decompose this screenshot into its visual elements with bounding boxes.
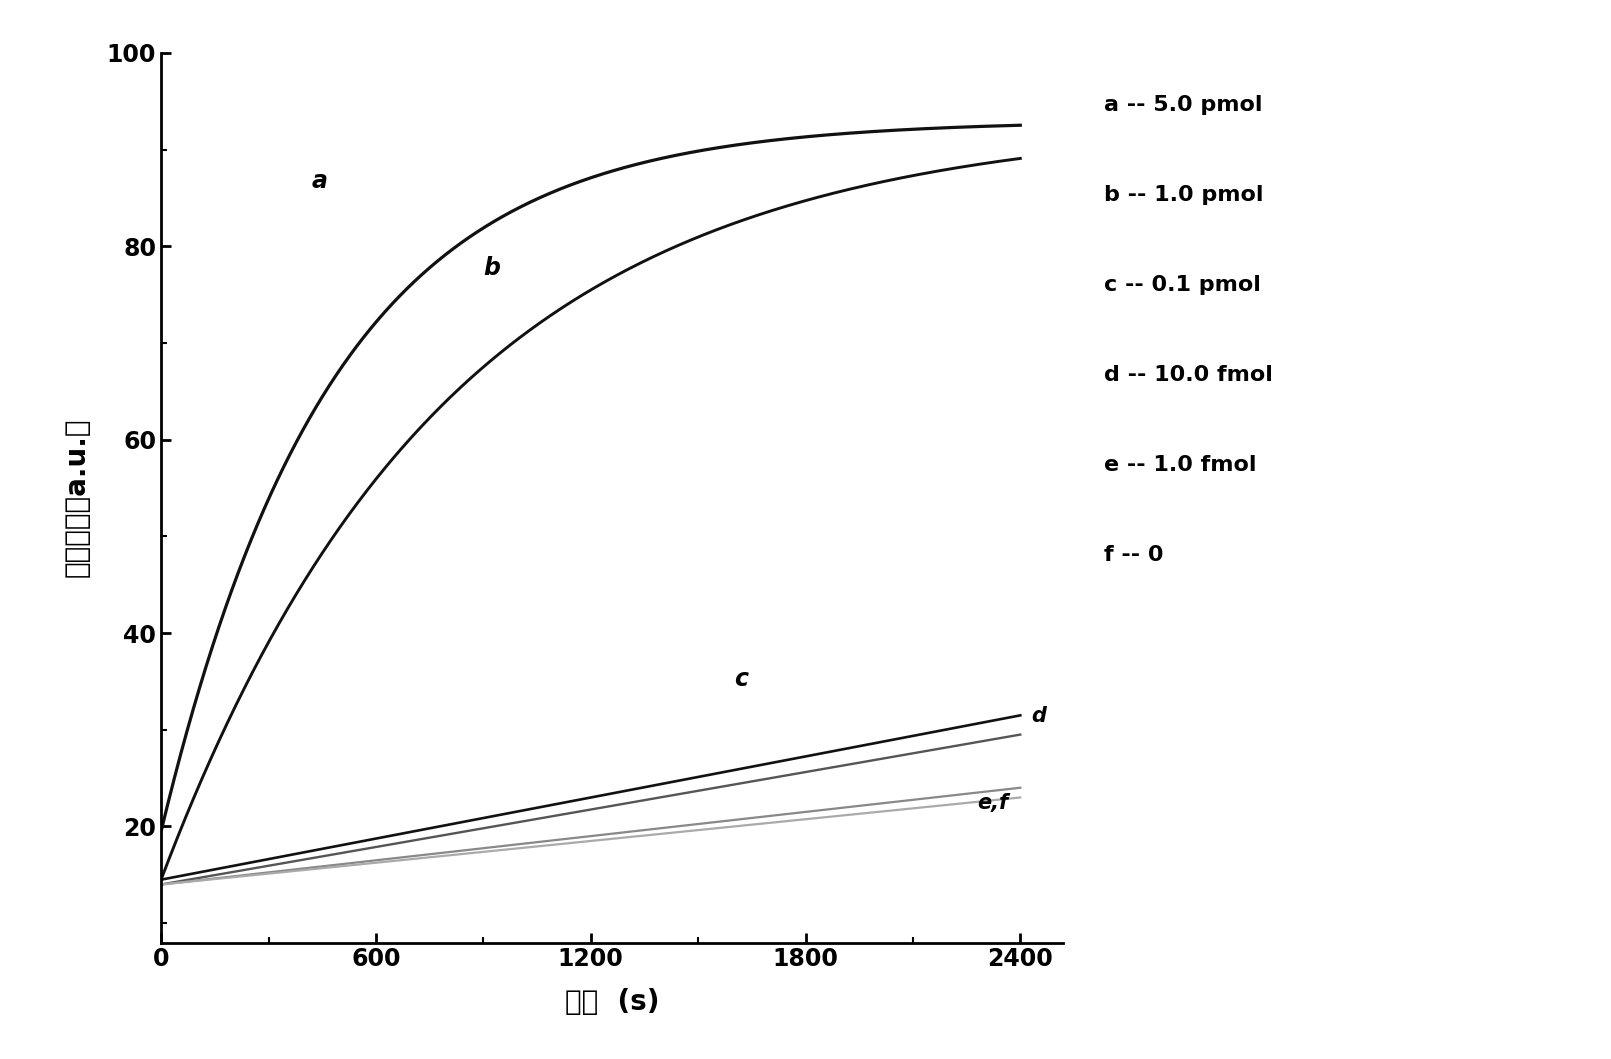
Text: d: d — [1031, 706, 1046, 726]
X-axis label: 时间  (s): 时间 (s) — [565, 988, 659, 1016]
Text: a: a — [311, 169, 327, 194]
Text: c -- 0.1 pmol: c -- 0.1 pmol — [1104, 275, 1260, 295]
Text: b: b — [483, 256, 499, 281]
Text: c: c — [735, 667, 748, 692]
Text: a -- 5.0 pmol: a -- 5.0 pmol — [1104, 95, 1261, 115]
Y-axis label: 荧光强度（a.u.）: 荧光强度（a.u.） — [63, 418, 90, 577]
Text: d -- 10.0 fmol: d -- 10.0 fmol — [1104, 365, 1273, 385]
Text: f -- 0: f -- 0 — [1104, 545, 1163, 566]
Text: e -- 1.0 fmol: e -- 1.0 fmol — [1104, 455, 1257, 475]
Text: b -- 1.0 pmol: b -- 1.0 pmol — [1104, 185, 1263, 205]
Text: e,f: e,f — [978, 793, 1008, 813]
